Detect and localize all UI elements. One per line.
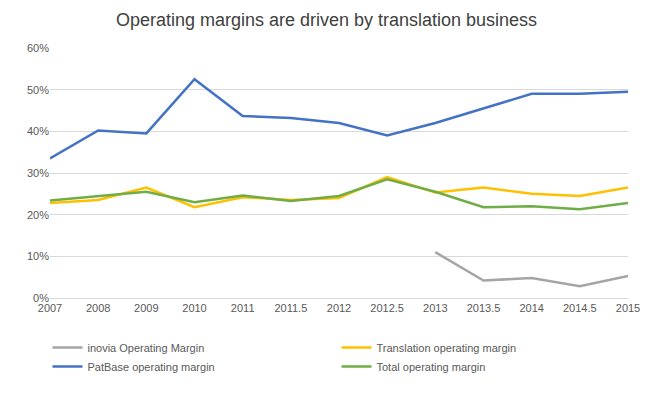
svg-text:2009: 2009 xyxy=(134,302,158,314)
svg-text:30%: 30% xyxy=(27,167,49,179)
svg-text:2010: 2010 xyxy=(182,302,206,314)
svg-text:2008: 2008 xyxy=(86,302,110,314)
svg-text:2014: 2014 xyxy=(519,302,543,314)
svg-text:50%: 50% xyxy=(27,84,49,96)
svg-text:60%: 60% xyxy=(27,42,49,54)
svg-text:2015: 2015 xyxy=(616,302,640,314)
svg-text:2012: 2012 xyxy=(327,302,351,314)
svg-text:Total operating margin: Total operating margin xyxy=(377,361,486,373)
svg-text:2014.5: 2014.5 xyxy=(563,302,597,314)
svg-text:2011.5: 2011.5 xyxy=(274,302,307,314)
svg-text:Operating margins are driven b: Operating margins are driven by translat… xyxy=(116,10,537,30)
svg-text:40%: 40% xyxy=(27,125,49,137)
svg-text:PatBase operating margin: PatBase operating margin xyxy=(88,361,215,373)
svg-text:0%: 0% xyxy=(33,292,49,304)
svg-text:2011: 2011 xyxy=(231,302,255,314)
svg-text:inovia Operating Margin: inovia Operating Margin xyxy=(88,342,205,354)
svg-text:20%: 20% xyxy=(27,209,49,221)
svg-text:2013: 2013 xyxy=(423,302,447,314)
svg-text:10%: 10% xyxy=(27,250,49,262)
svg-text:2013.5: 2013.5 xyxy=(467,302,501,314)
svg-text:Translation operating margin: Translation operating margin xyxy=(377,342,517,354)
svg-text:2012.5: 2012.5 xyxy=(370,302,404,314)
svg-text:2007: 2007 xyxy=(38,302,62,314)
